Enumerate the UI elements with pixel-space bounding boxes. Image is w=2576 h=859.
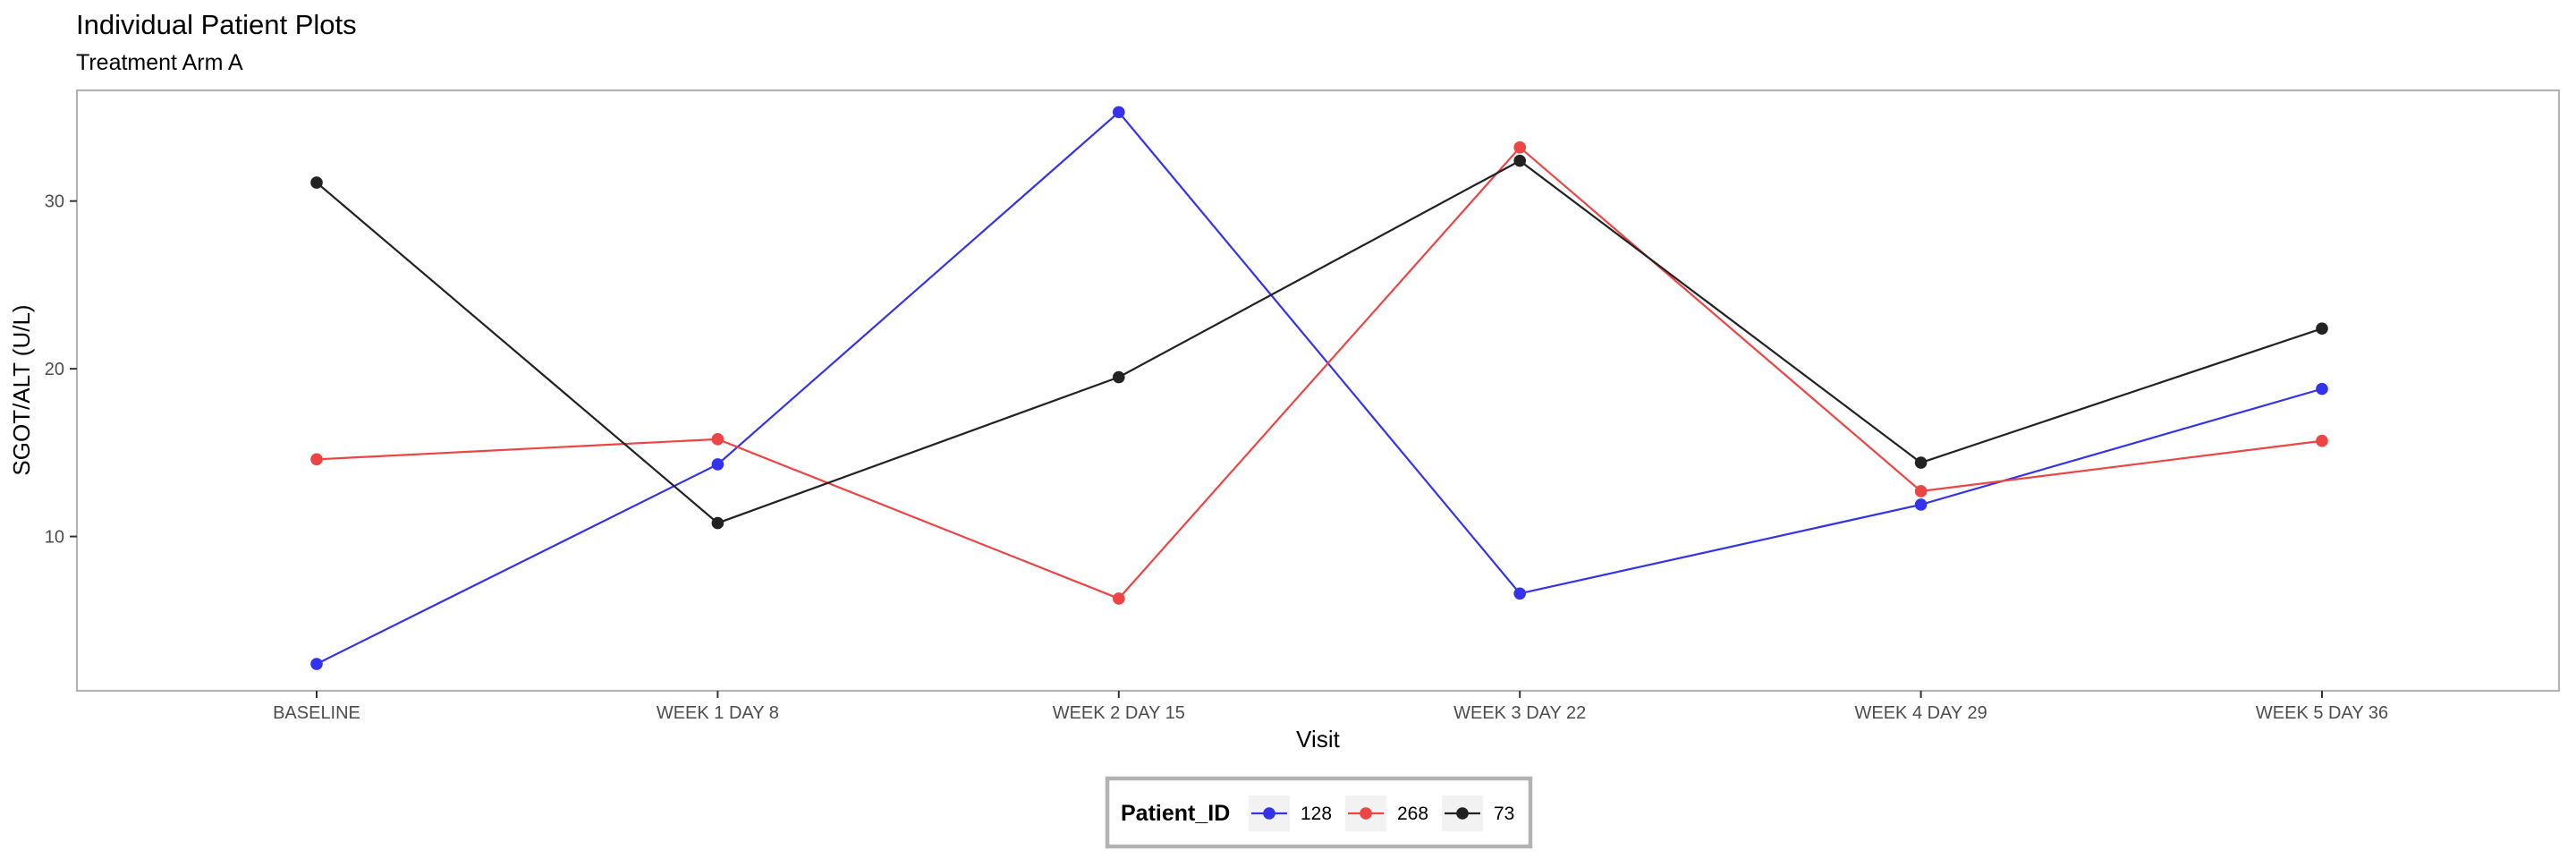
data-point-128	[1513, 587, 1526, 600]
y-tick-label: 30	[45, 192, 64, 212]
series-layer	[310, 106, 2328, 670]
data-point-73	[310, 176, 323, 189]
data-point-268	[310, 453, 323, 466]
data-point-73	[1914, 456, 1928, 469]
data-point-73	[1513, 154, 1526, 167]
legend-key-point	[1263, 807, 1275, 820]
data-point-128	[711, 458, 724, 471]
data-point-128	[1914, 498, 1928, 511]
data-point-268	[1914, 485, 1928, 498]
legend-label-128: 128	[1301, 804, 1332, 824]
y-axis-ticks: 10 20 30	[45, 192, 77, 548]
data-point-268	[1513, 140, 1526, 154]
legend-label-268: 268	[1397, 804, 1428, 824]
data-point-268	[1113, 592, 1125, 605]
data-point-73	[1113, 370, 1125, 384]
legend-label-73: 73	[1494, 804, 1514, 824]
x-axis-ticks: BASELINE WEEK 1 DAY 8 WEEK 2 DAY 15 WEEK 3 …	[273, 691, 2388, 723]
chart-subtitle: Treatment Arm A	[76, 50, 243, 75]
x-tick-label: BASELINE	[273, 703, 360, 723]
x-tick-label: WEEK 4 DAY 29	[1854, 703, 1987, 723]
legend-title: Patient_ID	[1121, 801, 1230, 826]
data-point-268	[2316, 434, 2328, 447]
chart-title: Individual Patient Plots	[76, 9, 357, 40]
y-tick-label: 10	[45, 528, 64, 548]
legend-key-point	[1360, 807, 1372, 820]
data-point-128	[2316, 382, 2328, 395]
x-tick-label: WEEK 1 DAY 8	[657, 703, 779, 723]
x-tick-label: WEEK 3 DAY 22	[1453, 703, 1586, 723]
data-point-73	[2316, 322, 2328, 335]
data-point-73	[711, 516, 724, 530]
legend-items: 128 268 73	[1249, 795, 1514, 831]
y-tick-label: 20	[45, 360, 64, 379]
series-line-128	[316, 110, 2323, 665]
x-axis-label: Visit	[1296, 726, 1340, 753]
y-axis-label: SGOT/ALT (U/L)	[8, 304, 35, 475]
series-line-73	[316, 159, 2323, 524]
legend: Patient_ID 128 268 73	[1105, 776, 1533, 849]
plot-panel	[75, 89, 2561, 693]
x-tick-label: WEEK 2 DAY 15	[1053, 703, 1185, 723]
data-point-128	[310, 658, 323, 670]
data-point-268	[711, 433, 724, 446]
legend-key-point	[1456, 807, 1469, 820]
x-tick-label: WEEK 5 DAY 36	[2256, 703, 2388, 723]
series-line-268	[316, 146, 2323, 600]
data-point-128	[1113, 106, 1125, 119]
